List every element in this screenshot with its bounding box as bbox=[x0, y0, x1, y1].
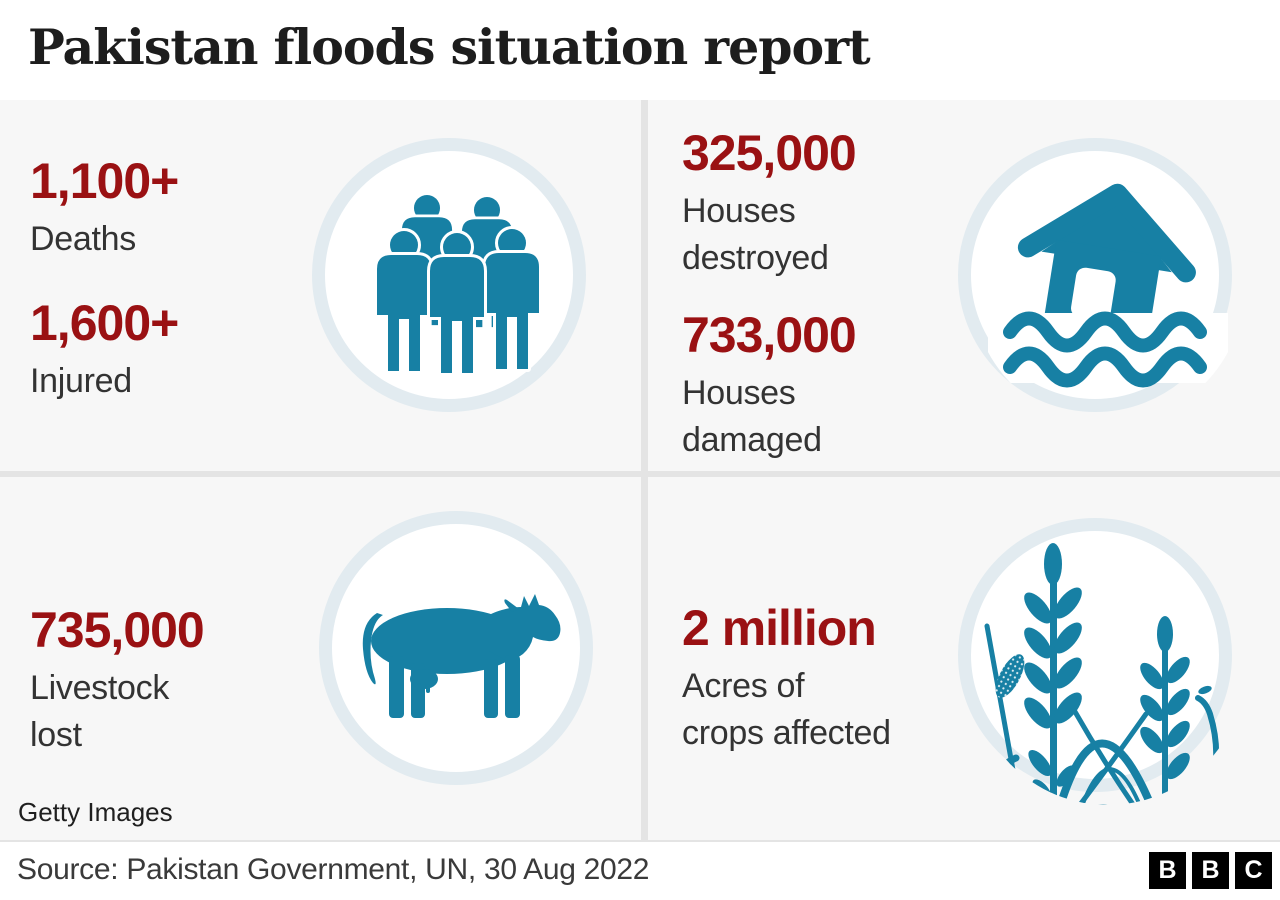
source-text: Source: Pakistan Government, UN, 30 Aug … bbox=[17, 853, 650, 886]
stat-label: Houses destroyed bbox=[682, 192, 829, 277]
bbc-logo: B B C bbox=[1149, 852, 1272, 889]
page-title: Pakistan floods situation report bbox=[28, 18, 871, 76]
stat-crops: 2 million Acres of crops affected bbox=[682, 601, 891, 757]
stat-label: Houses damaged bbox=[682, 374, 822, 459]
stat-injured: 1,600+ Injured bbox=[30, 295, 179, 405]
stat-grid: 1,100+ Deaths 1,600+ Injured bbox=[0, 100, 1280, 842]
people-icon bbox=[312, 138, 612, 438]
stat-value: 1,100+ bbox=[30, 153, 179, 209]
stat-houses-damaged: 733,000 Houses damaged bbox=[682, 307, 857, 464]
stat-value: 325,000 bbox=[682, 125, 857, 181]
panel-crops: 2 million Acres of crops affected bbox=[648, 477, 1280, 840]
stat-houses-destroyed: 325,000 Houses destroyed bbox=[682, 125, 857, 282]
stat-value: 735,000 bbox=[30, 602, 205, 658]
stat-livestock: 735,000 Livestock lost bbox=[30, 602, 205, 759]
stat-label: Livestock lost bbox=[30, 669, 170, 754]
footer: Source: Pakistan Government, UN, 30 Aug … bbox=[0, 842, 1280, 900]
cow-icon bbox=[362, 594, 561, 718]
stat-value: 1,600+ bbox=[30, 295, 179, 351]
bbc-logo-block: C bbox=[1235, 852, 1272, 889]
stat-label: Deaths bbox=[30, 220, 136, 258]
bbc-logo-block: B bbox=[1149, 852, 1186, 889]
flooded-house-icon bbox=[958, 138, 1258, 438]
stat-value: 2 million bbox=[682, 600, 877, 656]
image-credit: Getty Images bbox=[18, 797, 173, 827]
panel-casualties: 1,100+ Deaths 1,600+ Injured bbox=[0, 100, 641, 471]
panel-livestock: 735,000 Livestock lost Getty Images bbox=[0, 477, 641, 840]
bbc-logo-block: B bbox=[1192, 852, 1229, 889]
wheat-icon bbox=[958, 518, 1258, 818]
stat-deaths: 1,100+ Deaths bbox=[30, 153, 179, 263]
panel-houses: 325,000 Houses destroyed 733,000 Houses … bbox=[648, 100, 1280, 471]
stat-label: Injured bbox=[30, 362, 132, 400]
stat-value: 733,000 bbox=[682, 307, 857, 363]
stat-label: Acres of crops affected bbox=[682, 667, 891, 752]
